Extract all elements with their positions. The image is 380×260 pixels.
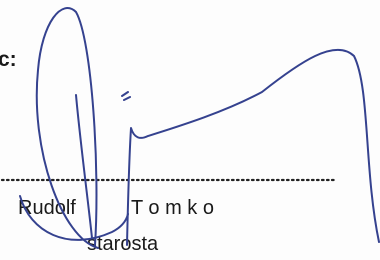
first-name: Rudolf xyxy=(18,197,76,219)
page: c: Rudolf T o m k o starosta (() => { co… xyxy=(0,0,380,260)
paper xyxy=(0,0,380,260)
document-fragment: c: Rudolf T o m k o starosta xyxy=(0,0,380,260)
surname: T o m k o xyxy=(131,197,214,219)
label-text: c: xyxy=(0,48,17,71)
